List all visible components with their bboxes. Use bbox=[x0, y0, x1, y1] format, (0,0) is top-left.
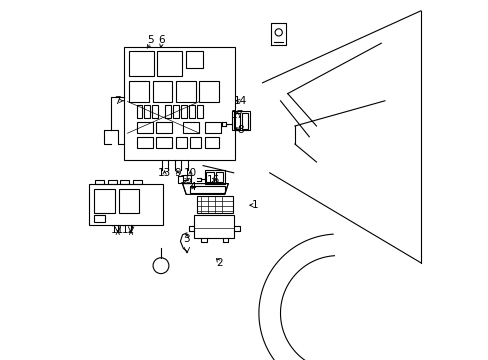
Bar bbox=[176, 81, 196, 102]
Text: 8: 8 bbox=[237, 125, 244, 135]
Text: 15: 15 bbox=[180, 175, 193, 185]
Bar bbox=[173, 105, 179, 118]
Bar bbox=[165, 105, 171, 118]
Bar bbox=[95, 180, 104, 184]
Bar bbox=[190, 137, 201, 148]
Bar bbox=[129, 81, 149, 102]
Text: 4: 4 bbox=[188, 182, 195, 192]
Text: 10: 10 bbox=[183, 168, 197, 178]
Bar bbox=[183, 122, 199, 133]
Bar bbox=[186, 51, 203, 68]
Text: 2: 2 bbox=[216, 258, 222, 268]
Text: 13: 13 bbox=[158, 168, 171, 178]
Bar bbox=[120, 180, 129, 184]
Bar bbox=[107, 180, 117, 184]
Bar bbox=[133, 180, 142, 184]
Text: 14: 14 bbox=[234, 96, 247, 106]
Text: 11: 11 bbox=[111, 225, 124, 235]
Bar bbox=[206, 172, 213, 182]
Bar bbox=[136, 122, 152, 133]
Bar bbox=[136, 105, 142, 118]
Bar bbox=[136, 137, 152, 148]
Text: 3: 3 bbox=[183, 234, 190, 244]
Bar bbox=[189, 105, 194, 118]
Bar bbox=[156, 122, 172, 133]
Bar bbox=[94, 189, 115, 213]
Bar bbox=[204, 122, 221, 133]
Text: 6: 6 bbox=[158, 35, 164, 45]
Text: 1: 1 bbox=[251, 200, 258, 210]
Bar bbox=[189, 186, 224, 193]
Bar bbox=[197, 105, 203, 118]
Bar bbox=[204, 137, 219, 148]
Bar bbox=[176, 137, 186, 148]
Text: 5: 5 bbox=[147, 35, 154, 45]
Bar bbox=[199, 81, 219, 102]
Text: 12: 12 bbox=[122, 225, 135, 235]
Bar bbox=[215, 172, 223, 182]
Bar bbox=[182, 175, 190, 183]
Bar bbox=[144, 105, 150, 118]
Text: 7: 7 bbox=[114, 96, 121, 106]
Bar bbox=[181, 105, 186, 118]
Bar bbox=[204, 170, 224, 184]
Bar bbox=[152, 105, 158, 118]
Bar bbox=[123, 47, 235, 160]
Bar bbox=[129, 51, 153, 76]
Text: 16: 16 bbox=[207, 175, 220, 185]
Bar bbox=[197, 196, 232, 213]
Text: 9: 9 bbox=[174, 168, 181, 178]
Bar bbox=[89, 184, 163, 225]
Bar bbox=[241, 113, 247, 129]
Text: 17: 17 bbox=[230, 110, 244, 120]
Bar bbox=[156, 137, 172, 148]
Bar bbox=[152, 81, 172, 102]
Bar bbox=[118, 189, 139, 213]
Bar bbox=[157, 51, 182, 76]
Bar bbox=[233, 113, 240, 129]
Bar bbox=[94, 215, 104, 222]
Bar bbox=[194, 215, 234, 238]
Bar bbox=[231, 111, 249, 130]
